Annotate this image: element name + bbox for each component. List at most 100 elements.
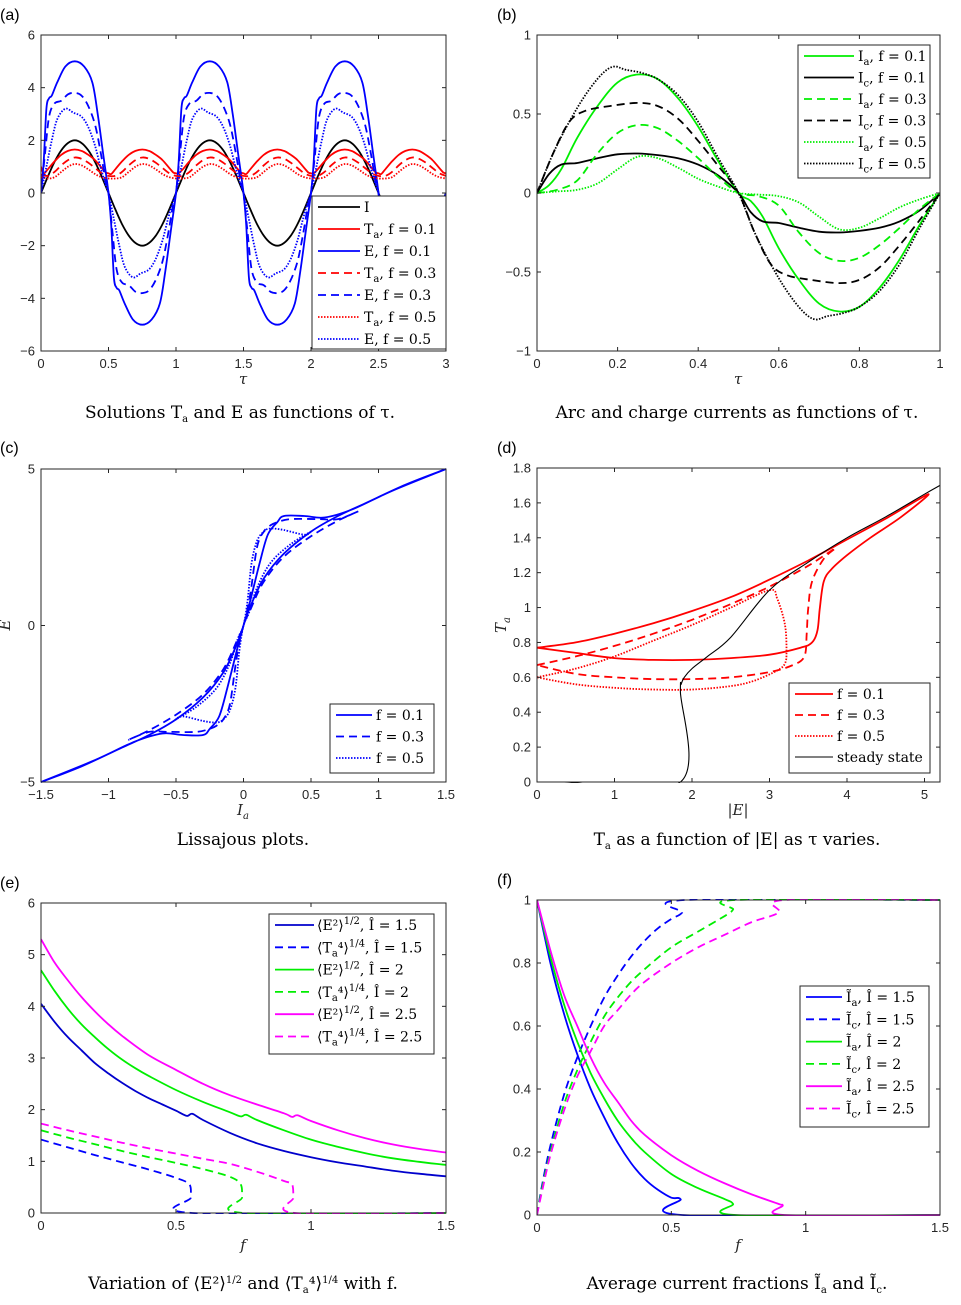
y-tick-label: 0.8 xyxy=(513,956,531,971)
legend-entry-label: Ĩa​, Î = 1.5 xyxy=(846,988,915,1009)
legend-box xyxy=(799,985,930,1128)
x-tick-label: −1.5 xyxy=(28,787,54,802)
legend-box xyxy=(788,682,931,774)
series-line-Ic_I1.5 xyxy=(537,899,940,1216)
panel-e: (e) 0 0.5 1 1.5 0 1 2 3 4 5 6 f ⟨E²⟩1/2​, Î = 1.5 ⟨Ta​… xyxy=(0,875,455,1296)
x-tick-label: 2 xyxy=(307,356,314,371)
y-tick-label: 1 xyxy=(524,28,531,43)
series-line-f0.1 xyxy=(41,468,446,783)
axes-box xyxy=(536,899,941,1216)
legend-entry-label: Ic​, f = 0.5 xyxy=(858,157,926,176)
axes-box xyxy=(536,467,941,783)
x-axis-label: τ xyxy=(734,370,743,388)
series-group xyxy=(537,899,940,1216)
y-tick-label: 1.8 xyxy=(513,461,531,476)
series-line-f0.3 xyxy=(537,547,837,681)
x-tick-label: 1 xyxy=(611,787,618,802)
y-axis-label: E xyxy=(0,619,14,631)
legend-entry-label: ⟨Ta​⁴⟩1/4​, Î = 2 xyxy=(317,983,409,1004)
panel-caption: Solutions Ta​ and E as functions of τ. xyxy=(85,403,395,425)
series-line-Ic_f0.5 xyxy=(537,65,940,321)
x-tick-label: 0.5 xyxy=(99,356,117,371)
x-tick-label: 0 xyxy=(533,1220,540,1235)
series-line-Ic_I2.5 xyxy=(537,899,940,1216)
panel-label: (b) xyxy=(497,7,517,24)
panel-label: (a) xyxy=(0,7,20,24)
y-tick-label: 5 xyxy=(28,947,35,962)
x-tick-label: 0 xyxy=(37,356,44,371)
x-tick-label: 2.5 xyxy=(369,356,387,371)
y-tick-label: 0.6 xyxy=(513,670,531,685)
y-tick-label: 1 xyxy=(524,893,531,908)
y-tick-label: 0 xyxy=(524,186,531,201)
series-line-steady xyxy=(564,484,940,783)
y-tick-label: 6 xyxy=(28,896,35,911)
legend-entry-label: E, f = 0.1 xyxy=(364,244,431,260)
x-tick-label: 3 xyxy=(766,787,773,802)
x-tick-label: 1 xyxy=(375,787,382,802)
legend-entry-label: Ĩa​, Î = 2.5 xyxy=(846,1077,915,1098)
y-tick-label: 0.6 xyxy=(513,1019,531,1034)
legend: Ia​, f = 0.1 Ic​, f = 0.1 Ia​, f = 0.3 Ic​,… xyxy=(797,44,931,179)
y-tick-label: 4 xyxy=(28,80,35,95)
panel-caption: Ta​ as a function of |E| as τ varies. xyxy=(594,830,881,852)
series-group xyxy=(537,65,940,321)
x-axis-label: Ia​ xyxy=(236,801,249,822)
y-tick-label: 0.8 xyxy=(513,635,531,650)
y-tick-label: 2 xyxy=(28,1102,35,1117)
series-line-Ic_f0.3 xyxy=(537,101,940,285)
x-tick-label: 0 xyxy=(533,356,540,371)
y-tick-label: 0 xyxy=(524,1208,531,1223)
legend-entry-label: E, f = 0.3 xyxy=(364,288,431,304)
panel-label: (f) xyxy=(497,872,512,889)
y-tick-label: −1 xyxy=(516,344,531,359)
legend-entry-label: Ic​, f = 0.1 xyxy=(858,71,926,90)
y-tick-label: −4 xyxy=(20,291,35,306)
legend-entry-label: ⟨E²⟩1/2​, Î = 2 xyxy=(317,961,404,979)
legend-entry-label: I xyxy=(364,200,370,216)
legend-entry-label: Ĩa​, Î = 2 xyxy=(846,1033,901,1054)
legend-box xyxy=(311,195,447,350)
x-tick-label: 0 xyxy=(37,1218,44,1233)
series-line-Ta_I1.5 xyxy=(41,1138,446,1214)
x-tick-label: 0.5 xyxy=(662,1220,680,1235)
y-tick-label: 1.2 xyxy=(513,565,531,580)
x-tick-label: 3 xyxy=(442,356,449,371)
panel-caption: Variation of ⟨E²⟩1/2​ and ⟨Ta​⁴⟩1/4​ wit… xyxy=(87,1274,398,1296)
y-tick-label: 4 xyxy=(28,999,35,1014)
series-line-f0.5 xyxy=(174,527,312,724)
legend-entry-label: f = 0.3 xyxy=(376,730,424,746)
panel-label: (c) xyxy=(0,440,19,457)
panel-label: (d) xyxy=(497,440,517,457)
x-tick-label: 0.2 xyxy=(609,356,627,371)
x-tick-label: 0.4 xyxy=(689,356,707,371)
legend-entry-label: Ic​, f = 0.3 xyxy=(858,114,926,133)
y-tick-label: 0 xyxy=(28,186,35,201)
legend-entry-label: steady state xyxy=(837,750,923,766)
x-tick-label: −0.5 xyxy=(163,787,189,802)
y-tick-label: −5 xyxy=(20,775,35,790)
series-line-Ta_f0.1 xyxy=(41,148,446,176)
x-tick-label: 0.5 xyxy=(302,787,320,802)
legend: ⟨E²⟩1/2​, Î = 1.5 ⟨Ta​⁴⟩1/4​, Î = 1.5 ⟨E²⟩… xyxy=(268,913,435,1055)
series-line-E_f0.3 xyxy=(41,91,446,295)
series-group xyxy=(41,60,446,326)
x-tick-label: 0.5 xyxy=(167,1218,185,1233)
y-tick-label: 0.5 xyxy=(513,107,531,122)
y-tick-label: −0.5 xyxy=(505,265,531,280)
series-line-Ia_I2.5 xyxy=(537,899,940,1216)
legend-entry-label: Ĩc​, Î = 2.5 xyxy=(846,1100,914,1121)
x-axis-label: f xyxy=(734,1236,743,1254)
y-tick-label: 0 xyxy=(28,1206,35,1221)
panel-caption: Average current fractions Ĩa​ and Ĩc​. xyxy=(586,1273,888,1296)
x-tick-label: 0.8 xyxy=(850,356,868,371)
x-tick-label: 1 xyxy=(172,356,179,371)
legend-entry-label: E, f = 0.5 xyxy=(364,332,431,348)
legend-entry-label: ⟨Ta​⁴⟩1/4​, Î = 2.5 xyxy=(317,1028,422,1049)
x-tick-label: 1 xyxy=(936,356,943,371)
panel-b: (b) 0 0.2 0.4 0.6 0.8 1 −1 −0.5 0 0.5 1 τ Ia​, f = 0.… xyxy=(497,7,944,423)
series-line-E_I1.5 xyxy=(41,1003,446,1178)
x-tick-label: 1.5 xyxy=(437,787,455,802)
